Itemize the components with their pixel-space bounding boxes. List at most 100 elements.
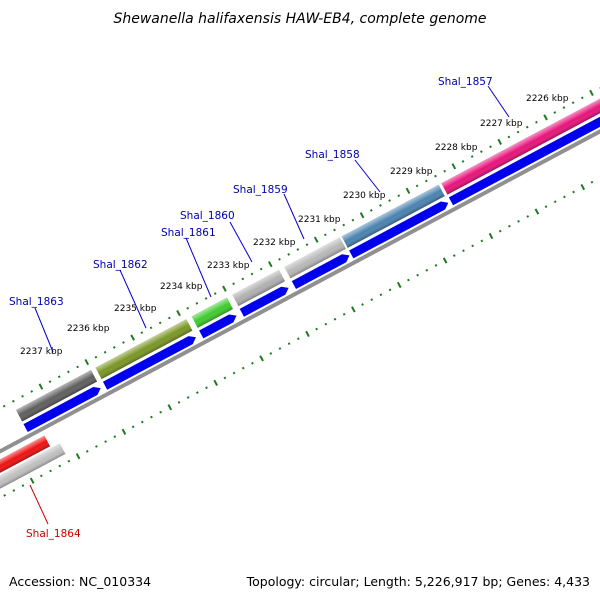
inner-tick [241,366,245,370]
track-group [0,74,600,499]
inner-tick [121,428,127,435]
inner-tick [407,278,410,282]
inner-tick [324,322,328,326]
outer-tick [388,199,391,202]
cds-arrow-6[interactable] [448,89,600,206]
gene-label-shal-1858[interactable]: Shal_1858 [305,149,360,161]
outer-tick [571,101,575,105]
inner-tick [67,459,71,463]
outer-tick [424,179,428,183]
cds-track [23,89,600,433]
outer-tick [112,346,116,349]
inner-tick [29,477,35,484]
gene-label-shal-1860[interactable]: Shal_1860 [180,210,235,222]
cds-arrow-3[interactable] [239,284,291,317]
outer-tick [313,236,319,243]
outer-tick [94,355,98,359]
outer-tick [470,155,474,158]
gene-label-shal-1864[interactable]: Shal_1864 [26,528,81,540]
outer-tick [305,243,309,246]
outer-tick [278,257,281,261]
outer-tick [38,383,44,390]
inner-tick [305,330,310,338]
outer-tick [222,285,227,292]
gene-label-shal-1861[interactable]: Shal_1861 [161,227,216,239]
outer-tick [250,272,254,276]
tick-label-2234: 2234 kbp [160,282,203,292]
inner-tick [104,440,107,443]
tick-label-2232: 2232 kbp [253,238,296,248]
tick-label-2231: 2231 kbp [298,215,341,225]
inner-tick [3,494,6,497]
cds-arrow-5[interactable] [349,199,450,259]
inner-tick [553,200,557,204]
outer-tick [2,404,6,408]
outer-tick [369,209,373,212]
outer-tick [351,218,355,222]
outer-tick [397,194,401,198]
outer-tick [21,394,24,398]
outer-tick [204,297,208,300]
leader-shal-1862 [119,269,147,329]
gene-label-shal-1857[interactable]: Shal_1857 [438,76,493,88]
outer-tick [12,399,15,403]
gene-label-shal-1863[interactable]: Shal_1863 [9,296,64,308]
outer-tick [580,96,584,100]
gene-label-shal-1859[interactable]: Shal_1859 [233,184,288,196]
gene-feature-shal-1864-shade [0,435,51,487]
inner-tick [12,489,16,492]
outer-tick [130,334,135,341]
inner-tick [85,449,89,453]
inner-tick [361,303,364,306]
outer-tick [516,130,520,134]
gene-feature-shal-1858-shade [341,184,445,248]
inner-tick [342,312,346,316]
inner-tick [396,281,402,289]
outer-tick [195,301,199,305]
outer-tick [176,310,181,317]
inner-tick [113,435,117,439]
outer-tick [451,163,457,170]
inner-tick [590,180,594,184]
inner-tick [425,268,429,272]
outer-tick [30,390,34,393]
inner-tick [333,317,337,321]
gene-feature-gray-inner-shade [0,443,66,499]
inner-tick [159,410,163,414]
cds-arrow-1[interactable] [102,333,198,390]
inner-tick [526,215,530,218]
tick-label-2236: 2236 kbp [67,324,110,334]
tick-label-2226: 2226 kbp [526,94,569,104]
cds-arrow-2[interactable] [199,312,239,339]
gene-label-shal-1862[interactable]: Shal_1862 [93,259,148,271]
inner-tick [498,229,502,233]
inner-tick [563,195,566,199]
outer-tick [149,326,153,330]
outer-tick [268,261,273,268]
cds-arrow-0[interactable] [23,384,103,433]
inner-tick [223,376,227,380]
outer-tick [589,89,594,97]
inner-tick [205,386,208,390]
map-title: Shewanella halifaxensis HAW-EB4, complet… [113,11,486,27]
inner-tick [416,273,419,277]
cds-arrow-4[interactable] [291,251,352,290]
outer-tick [461,160,465,163]
inner-tick [517,219,520,223]
inner-tick [196,391,199,394]
outer-tick [76,365,79,369]
inner-tick [95,445,98,448]
outer-tick [507,135,511,139]
genome-summary-text: Topology: circular; Length: 5,226,917 bp… [246,574,590,589]
outer-tick [168,316,171,320]
leader-shal-1857 [487,85,510,118]
inner-tick [186,396,190,399]
leader-shal-1863 [34,307,54,353]
inner-tick [462,249,465,253]
tick-labels: 2226 kbp 2227 kbp 2228 kbp 2229 kbp 2230… [20,94,569,357]
tick-label-2228: 2228 kbp [435,143,478,153]
inner-tick [442,257,448,264]
outer-tick [324,233,327,237]
inner-tick [75,453,81,460]
